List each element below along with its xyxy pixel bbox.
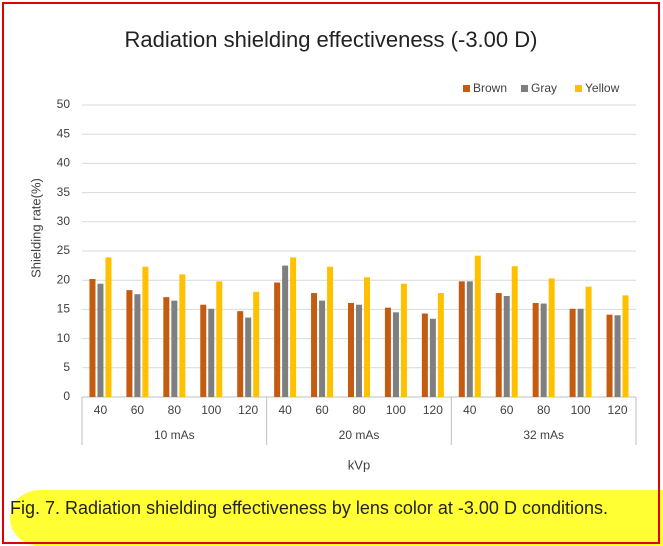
group-label: 20 mAs [339,428,380,442]
bar [540,303,547,397]
bar [348,302,354,397]
y-tick-label: 25 [57,243,71,257]
bar [245,317,252,397]
bar [319,300,326,397]
bar [105,257,112,397]
y-tick-label: 45 [57,126,71,140]
bar [142,266,149,397]
bar [384,307,391,397]
bar [495,293,502,397]
x-tick-label: 120 [238,403,258,417]
y-tick-label: 50 [57,97,71,111]
bar [503,295,510,397]
bar [606,314,613,397]
x-tick-label: 40 [463,403,477,417]
bar [216,281,223,397]
caption-highlight [10,490,663,546]
bar [364,277,370,397]
bar [282,265,289,397]
bar [614,315,621,397]
bar [569,308,576,397]
x-tick-label: 80 [537,403,551,417]
bar [97,283,104,397]
legend-label: Brown [473,81,507,95]
bar [253,291,260,397]
bar [327,266,334,397]
bar [179,274,186,397]
bar [200,304,207,397]
bar [437,293,444,397]
bar [89,279,96,397]
y-tick-label: 40 [57,156,71,170]
y-tick-label: 15 [57,302,71,316]
x-axis-label: kVp [348,457,370,472]
bar [466,281,473,397]
bar [126,290,133,397]
legend-swatch [521,85,528,92]
x-tick-label: 120 [608,403,628,417]
caption: Fig. 7. Radiation shielding effectivenes… [10,498,608,518]
bar [577,308,584,397]
bar [274,282,281,397]
y-tick-label: 0 [63,389,70,403]
y-tick-label: 5 [63,360,70,374]
bar [474,255,481,397]
group-label: 32 mAs [523,428,564,442]
bar [548,278,555,397]
y-tick-label: 35 [57,185,71,199]
bar [400,283,407,397]
bar [392,312,399,397]
bar [163,297,170,397]
bar [511,266,518,397]
bar [429,318,436,397]
chart-title: Radiation shielding effectiveness (-3.00… [125,27,538,52]
x-tick-label: 100 [201,403,221,417]
bar [237,311,244,397]
y-tick-label: 30 [57,214,71,228]
legend-swatch [575,85,582,92]
legend-label: Yellow [585,81,620,95]
y-tick-label: 20 [57,272,71,286]
x-tick-label: 40 [94,403,108,417]
x-tick-label: 120 [423,403,443,417]
legend-swatch [463,85,470,92]
bar [585,286,592,397]
x-tick-label: 40 [278,403,292,417]
bar [311,293,318,397]
legend-label: Gray [531,81,557,95]
y-tick-label: 10 [57,331,71,345]
x-tick-label: 80 [168,403,182,417]
x-tick-label: 100 [386,403,406,417]
bar [356,304,362,397]
x-tick-label: 60 [315,403,329,417]
bar [171,300,178,397]
bar [290,257,297,397]
bar [622,295,629,397]
x-tick-label: 60 [500,403,514,417]
x-tick-label: 60 [131,403,145,417]
x-tick-label: 100 [571,403,591,417]
group-label: 10 mAs [154,428,195,442]
bar [458,281,465,397]
bar [134,294,141,397]
x-tick-label: 80 [352,403,366,417]
bar [532,302,539,397]
bar [208,308,215,397]
bar [421,313,428,397]
y-axis-label: Shielding rate(%) [28,178,43,278]
